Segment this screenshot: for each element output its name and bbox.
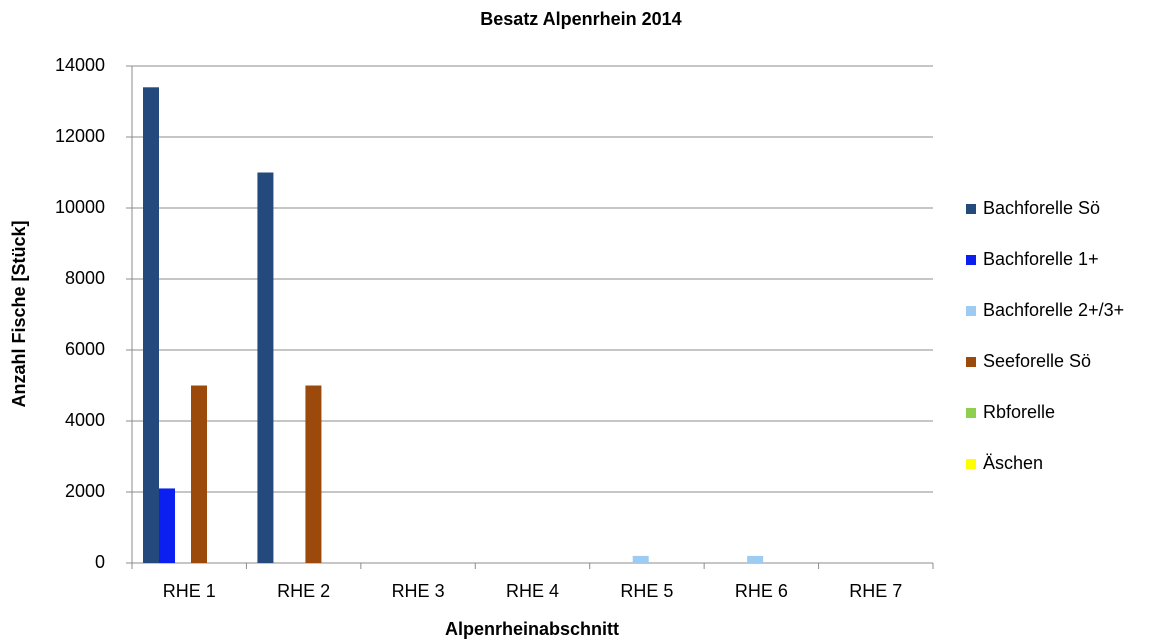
legend-label: Seeforelle Sö	[983, 351, 1091, 371]
chart-title: Besatz Alpenrhein 2014	[480, 9, 681, 29]
legend-label: Äschen	[983, 453, 1043, 473]
y-tick-label: 6000	[65, 339, 105, 359]
bar	[159, 488, 175, 563]
bar	[632, 555, 649, 563]
x-tick-label: RHE 6	[735, 581, 788, 601]
bar	[305, 385, 322, 563]
legend-label: Bachforelle 2+/3+	[983, 300, 1124, 320]
legend-swatch	[966, 459, 976, 469]
bar	[143, 87, 159, 564]
y-tick-label: 10000	[55, 197, 105, 217]
x-tick-label: RHE 1	[163, 581, 216, 601]
legend-swatch	[966, 306, 976, 316]
x-axis-label: Alpenrheinabschnitt	[445, 619, 619, 639]
x-tick-label: RHE 3	[392, 581, 445, 601]
bar	[257, 172, 274, 563]
x-tick-label: RHE 7	[849, 581, 902, 601]
y-tick-label: 4000	[65, 410, 105, 430]
x-tick-label: RHE 5	[620, 581, 673, 601]
legend-label: Bachforelle 1+	[983, 249, 1099, 269]
y-tick-label: 8000	[65, 268, 105, 288]
legend-swatch	[966, 204, 976, 214]
legend-swatch	[966, 255, 976, 265]
legend-label: Rbforelle	[983, 402, 1055, 422]
legend-swatch	[966, 357, 976, 367]
y-axis-label: Anzahl Fische [Stück]	[9, 220, 29, 407]
bar	[747, 555, 764, 563]
x-tick-label: RHE 2	[277, 581, 330, 601]
y-tick-label: 2000	[65, 481, 105, 501]
x-tick-label: RHE 4	[506, 581, 559, 601]
y-tick-label: 12000	[55, 126, 105, 146]
y-tick-label: 14000	[55, 55, 105, 75]
legend-label: Bachforelle Sö	[983, 198, 1100, 218]
y-tick-label: 0	[95, 552, 105, 572]
legend-swatch	[966, 408, 976, 418]
bar	[191, 385, 207, 563]
